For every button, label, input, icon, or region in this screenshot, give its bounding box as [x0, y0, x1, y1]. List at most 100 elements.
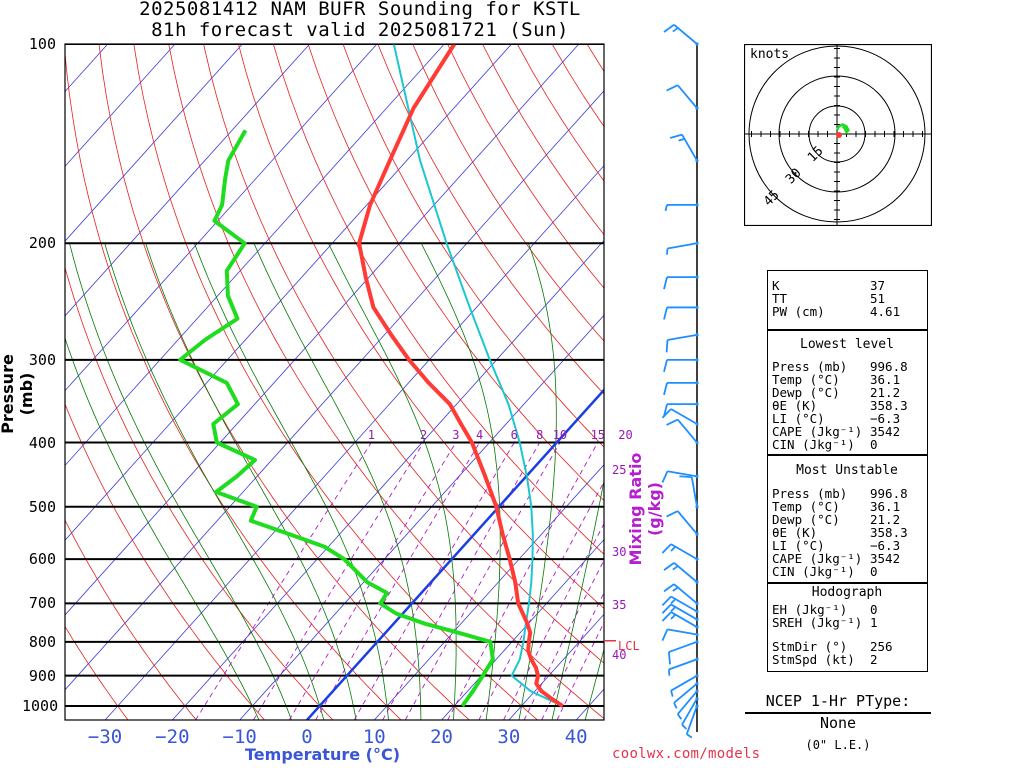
index-label: Temp (°C) — [772, 499, 840, 514]
index-value: 256 — [870, 639, 893, 654]
isotherm — [65, 44, 445, 467]
wind-barb — [663, 583, 699, 606]
pressure-tick-label: 300 — [28, 350, 56, 369]
temperature-tick-label: −10 — [222, 726, 257, 748]
mixing-ratio-line — [447, 442, 599, 720]
wind-barb — [667, 657, 699, 676]
temperature-profile — [357, 44, 564, 708]
mixing-ratio-label: 30 — [612, 545, 627, 559]
temperature-tick-label: −20 — [155, 726, 190, 748]
temperature-tick-label: 30 — [497, 726, 521, 748]
wind-barb — [676, 689, 699, 720]
index-label: LI (°C) — [772, 411, 825, 426]
wind-barb — [663, 562, 699, 584]
pressure-tick-label: 500 — [28, 497, 56, 516]
y-axis-label: Pressure (mb) — [0, 354, 36, 434]
mixing-ratio-line — [541, 591, 604, 720]
index-label: StmSpd (kt) — [772, 652, 855, 667]
moist-adiabat — [518, 243, 557, 720]
wind-barb — [661, 595, 699, 614]
temperature-tick-label: 40 — [564, 726, 588, 748]
moist-adiabat — [145, 243, 357, 720]
index-value: −6.3 — [870, 538, 901, 553]
dry-adiabat — [377, 44, 604, 395]
dry-adiabat — [98, 44, 470, 720]
dry-adiabat — [238, 44, 604, 609]
plot-area — [65, 44, 604, 720]
index-label: CAPE (Jkg⁻¹) — [772, 551, 863, 566]
wind-barb — [667, 640, 699, 665]
hodograph-unit-label: knots — [750, 47, 790, 62]
isotherm — [441, 538, 604, 720]
chart-subtitle: 81h forecast valid 2025081721 (Sun) — [151, 19, 569, 41]
ptype-divider — [745, 712, 931, 714]
mixing-ratio-line — [404, 442, 561, 720]
wind-barb — [661, 470, 699, 483]
dry-adiabat — [65, 266, 334, 720]
index-value: 51 — [870, 291, 886, 306]
pressure-tick-label: 400 — [28, 433, 56, 452]
mixing-ratio-label: 2 — [419, 428, 428, 442]
mixing-ratio-line — [353, 442, 515, 720]
index-value: 3542 — [870, 551, 901, 566]
general-indices: K 37 TT 51 PW (cm) 4.61 — [767, 279, 927, 318]
index-row: PW (cm) 4.61 — [767, 305, 927, 318]
mixing-ratio-label: 10 — [552, 428, 568, 442]
temperature-tick-label: −30 — [87, 726, 123, 748]
mixing-ratio-label: 15 — [590, 428, 606, 442]
mixing-ratio-line — [382, 442, 541, 720]
index-row: LI (°C) −6.3 — [767, 412, 927, 425]
wind-barb — [665, 333, 699, 353]
mixing-ratio-label: 20 — [618, 428, 633, 442]
isotherm — [65, 44, 243, 242]
index-value: 358.3 — [870, 398, 908, 413]
index-label: EH (Jkg⁻¹) — [772, 602, 848, 617]
index-label: PW (cm) — [772, 304, 825, 319]
dry-adiabat — [307, 44, 604, 502]
pressure-tick-label: 800 — [28, 632, 56, 651]
dry-adiabat — [447, 44, 604, 289]
hodograph — [744, 44, 932, 226]
storm-motion-indices: StmDir (°) 256 StmSpd (kt) 2 — [767, 640, 927, 666]
isotherm — [65, 90, 604, 691]
wind-barb — [663, 402, 699, 417]
index-label: K — [772, 278, 780, 293]
index-row: Temp (°C) 36.1 — [767, 373, 927, 386]
index-label: CIN (Jkg⁻¹) — [772, 564, 855, 579]
index-value: 36.1 — [870, 499, 901, 514]
index-value: 0 — [870, 564, 878, 579]
isotherm — [65, 44, 580, 616]
isotherm — [65, 44, 310, 317]
hodograph-heading: Hodograph — [811, 585, 883, 600]
dry-adiabat — [168, 44, 604, 720]
mixing-ratio-axis-label: Mixing Ratio (g/kg) — [626, 452, 664, 566]
pressure-tick-label: 200 — [28, 234, 56, 253]
index-value: 21.2 — [870, 385, 901, 400]
mixing-ratio-line — [503, 522, 604, 720]
isotherm — [65, 44, 176, 167]
temperature-tick-label: 0 — [301, 726, 313, 748]
wind-barb — [681, 697, 699, 730]
dry-adiabat — [412, 44, 604, 342]
mixing-ratio-label: 3 — [452, 428, 460, 442]
index-row: StmDir (°) 256 — [767, 640, 927, 653]
most-unstable-heading: Most Unstable — [796, 463, 898, 478]
index-label: Dewp (°C) — [772, 385, 840, 400]
wind-barb — [670, 674, 699, 697]
index-label: CIN (Jkg⁻¹) — [772, 437, 855, 452]
moist-adiabat — [194, 243, 389, 720]
storm-motion-marker — [836, 132, 842, 138]
moist-adiabat — [65, 337, 260, 720]
index-row: SREH (Jkg⁻¹) 1 — [767, 616, 927, 629]
index-row: θE (K) 358.3 — [767, 399, 927, 412]
index-value: 0 — [870, 602, 878, 617]
isotherm — [65, 44, 378, 392]
index-box-hodograph — [767, 582, 928, 672]
index-label: θE (K) — [772, 525, 818, 540]
mixing-ratio-line — [253, 442, 424, 720]
lowest-level-indices: Press (mb) 996.8 Temp (°C) 36.1 Dewp (°C) 21.… — [767, 360, 927, 451]
mixing-ratio-line — [288, 442, 457, 720]
index-label: StmDir (°) — [772, 639, 848, 654]
index-label: CAPE (Jkg⁻¹) — [772, 424, 863, 439]
